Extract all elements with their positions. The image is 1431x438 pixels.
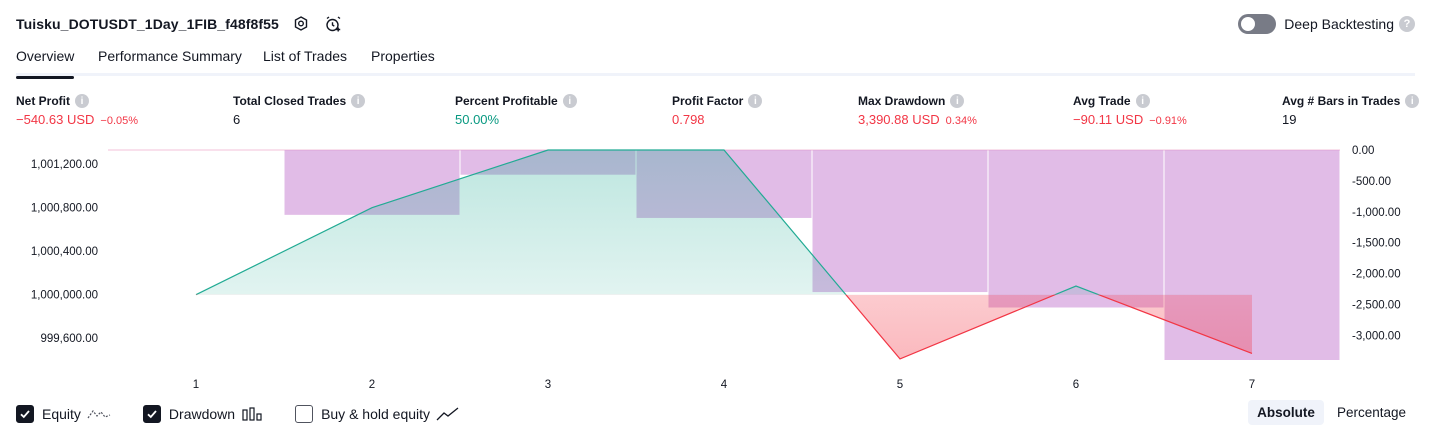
- x-tick-label: 4: [721, 379, 728, 391]
- equity-checkbox[interactable]: Equity: [16, 405, 111, 423]
- left-axis: 999,600.00 1,000,000.00 1,000,400.00 1,000,…: [31, 159, 98, 345]
- x-tick-label: 1: [193, 379, 199, 391]
- tab-overview[interactable]: Overview: [16, 48, 75, 79]
- info-icon[interactable]: i: [75, 94, 89, 108]
- x-tick-label: 5: [897, 379, 903, 391]
- drawdown-bars-icon: [241, 406, 263, 422]
- deep-backtesting-label: Deep Backtesting: [1284, 16, 1394, 32]
- metric-label: Percent Profitable: [455, 94, 558, 108]
- drawdown-checkbox[interactable]: Drawdown: [142, 405, 263, 423]
- metric-value: 3,390.88 USD: [858, 112, 940, 127]
- metric-label: Avg # Bars in Trades: [1282, 94, 1401, 108]
- info-icon[interactable]: i: [1405, 94, 1420, 108]
- deep-backtesting: Deep Backtesting ?: [1238, 13, 1415, 35]
- info-icon[interactable]: i: [950, 94, 965, 108]
- help-icon[interactable]: ?: [1399, 16, 1415, 32]
- x-tick-label: 2: [369, 379, 375, 391]
- drawdown-label: Drawdown: [168, 406, 236, 422]
- metric-label: Avg Trade: [1073, 94, 1131, 108]
- right-tick-label: -2,500.00: [1352, 299, 1401, 311]
- equity-label: Equity: [42, 406, 81, 422]
- info-icon[interactable]: i: [562, 94, 577, 108]
- equity-line-up: [195, 149, 1101, 295]
- metric-value: 6: [233, 112, 241, 127]
- right-tick-label: -1,500.00: [1352, 238, 1401, 250]
- absolute-button[interactable]: Absolute: [1248, 400, 1324, 425]
- info-icon[interactable]: i: [1135, 94, 1150, 108]
- metric-total-closed-trades: Total Closed Trades i 6: [233, 94, 366, 127]
- equity-layer: [195, 149, 1253, 360]
- info-icon[interactable]: i: [351, 94, 366, 108]
- right-axis: 0.00 -500.00 -1,000.00 -1,500.00 -2,000.00 -2…: [1352, 145, 1401, 342]
- right-tick-label: -3,000.00: [1352, 330, 1401, 342]
- checkbox-unchecked[interactable]: [295, 405, 314, 423]
- left-tick-label: 999,600.00: [40, 333, 98, 345]
- metric-value: 0.798: [672, 112, 705, 127]
- metric-label: Total Closed Trades: [233, 94, 347, 108]
- right-tick-label: -500.00: [1352, 176, 1391, 188]
- metric-percent: −0.05%: [100, 115, 139, 127]
- metric-value: 50.00%: [455, 112, 500, 127]
- report-tabs: Overview Performance Summary List of Tra…: [16, 44, 1415, 79]
- metric-avg-trade: Avg Trade i −90.11 USD −0.91%: [1073, 94, 1187, 127]
- left-tick-label: 1,000,800.00: [31, 203, 98, 215]
- equity-loss-area: [845, 294, 1252, 359]
- tab-properties[interactable]: Properties: [371, 48, 435, 64]
- metric-percent-profitable: Percent Profitable i 50.00%: [455, 94, 577, 127]
- percentage-button[interactable]: Percentage: [1336, 405, 1406, 420]
- metric-label: Profit Factor: [672, 94, 744, 108]
- right-tick-label: -1,000.00: [1352, 207, 1401, 219]
- metric-avg-bars-in-trades: Avg # Bars in Trades i 19: [1282, 94, 1420, 127]
- metric-max-drawdown: Max Drawdown i 3,390.88 USD 0.34%: [858, 94, 977, 127]
- right-tick-label: 0.00: [1352, 145, 1374, 157]
- drawdown-bar: [812, 150, 988, 293]
- metric-value: 19: [1282, 112, 1297, 127]
- left-tick-label: 1,001,200.00: [31, 159, 98, 171]
- equity-profit-area: [196, 150, 1252, 295]
- metric-label: Max Drawdown: [858, 94, 946, 108]
- buy-hold-label: Buy & hold equity: [321, 406, 431, 422]
- left-tick-label: 1,000,400.00: [31, 246, 98, 258]
- checkbox-checked[interactable]: [142, 405, 161, 423]
- metric-percent: 0.34%: [945, 115, 977, 127]
- settings-icon[interactable]: [291, 14, 311, 34]
- metric-percent: −0.91%: [1149, 115, 1187, 127]
- add-alert-icon[interactable]: [323, 14, 343, 34]
- buy-hold-line-icon: [436, 406, 460, 422]
- metric-net-profit: Net Profit i −540.63 USD −0.05%: [16, 94, 138, 127]
- drawdown-bar: [988, 150, 1164, 308]
- deep-backtesting-toggle[interactable]: [1238, 14, 1277, 34]
- equity-line-icon: [87, 406, 111, 422]
- tab-performance-summary[interactable]: Performance Summary: [98, 48, 242, 64]
- metric-profit-factor: Profit Factor i 0.798: [672, 94, 763, 127]
- metric-label: Net Profit: [16, 94, 70, 108]
- left-tick-label: 1,000,000.00: [31, 290, 98, 302]
- metric-value: −540.63 USD: [16, 112, 95, 127]
- right-tick-label: -2,000.00: [1352, 269, 1401, 281]
- x-tick-label: 7: [1249, 379, 1255, 391]
- strategy-header: Tuisku_DOTUSDT_1Day_1FIB_f48f8f55: [16, 13, 343, 35]
- x-tick-label: 3: [545, 379, 551, 391]
- buy-hold-checkbox[interactable]: Buy & hold equity: [295, 405, 460, 423]
- info-icon[interactable]: i: [748, 94, 763, 108]
- value-mode-toggle: Absolute Percentage: [1244, 400, 1415, 425]
- chart-legend: Equity Drawdown Buy & hold equity: [16, 404, 492, 424]
- equity-drawdown-chart[interactable]: 999,600.00 1,000,000.00 1,000,400.00 1,000,…: [0, 140, 1431, 398]
- metric-value: −90.11 USD: [1073, 112, 1144, 127]
- x-axis: 1 2 3 4 5 6 7: [193, 379, 1255, 391]
- x-tick-label: 6: [1073, 379, 1079, 391]
- strategy-title: Tuisku_DOTUSDT_1Day_1FIB_f48f8f55: [16, 16, 279, 32]
- tab-list-of-trades[interactable]: List of Trades: [263, 48, 348, 64]
- checkbox-checked[interactable]: [16, 405, 34, 423]
